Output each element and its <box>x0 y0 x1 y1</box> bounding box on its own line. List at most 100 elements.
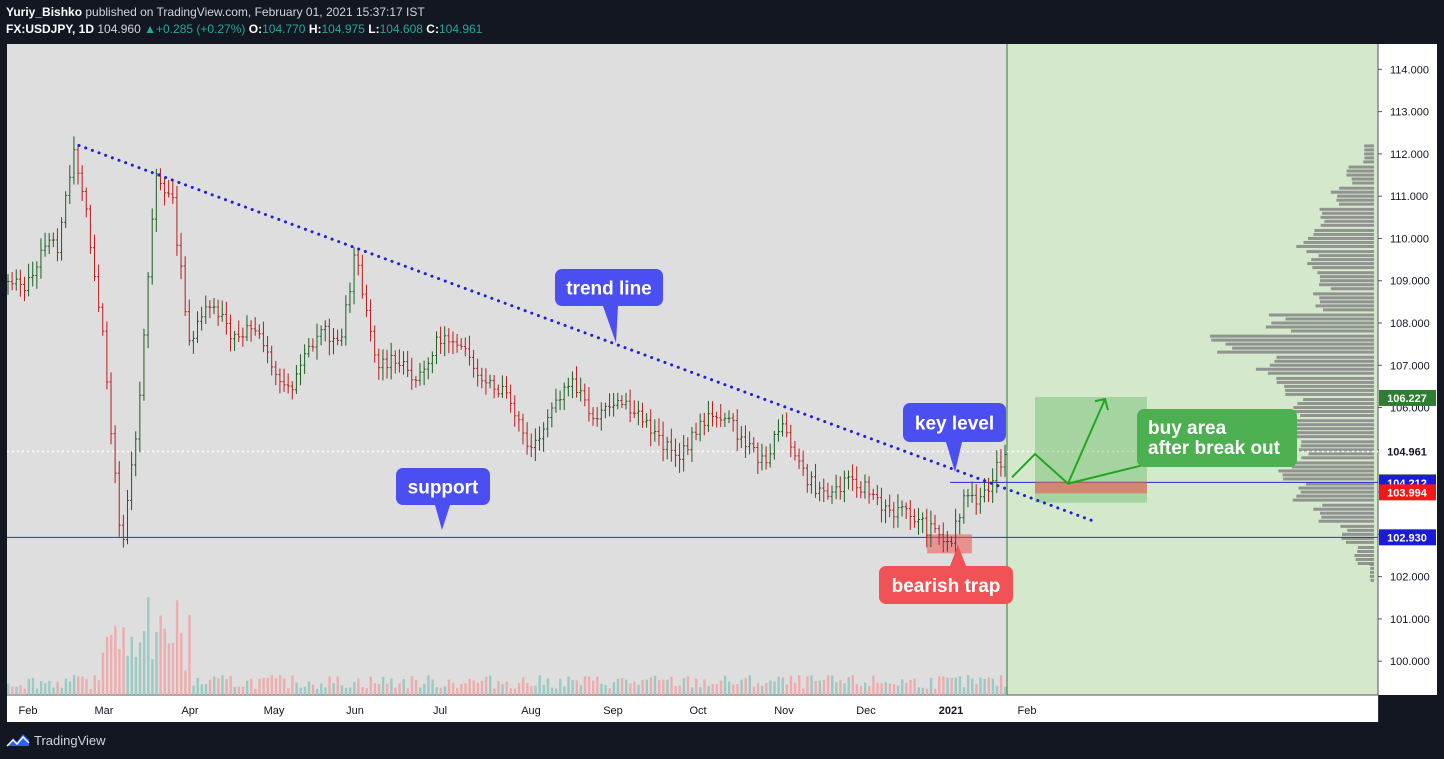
support-callout-text: support <box>408 478 479 499</box>
x-tick-label: Jun <box>346 705 364 717</box>
symbol-title[interactable]: FX:USDJPY, 1D <box>6 22 95 36</box>
volume-bar <box>748 675 751 695</box>
volume-profile-bar <box>1313 292 1374 296</box>
volume-profile-bar <box>1271 321 1374 325</box>
volume-profile-bar <box>1319 279 1374 283</box>
volume-profile-bar <box>1357 550 1374 553</box>
volume-bar <box>666 679 669 695</box>
volume-bar <box>571 679 574 695</box>
volume-profile-bar <box>1321 515 1374 519</box>
volume-bar <box>958 676 962 695</box>
trend-callout[interactable]: trend line <box>555 269 663 343</box>
price-tag-box <box>1379 484 1436 501</box>
volume-bar <box>888 683 892 695</box>
callout-line: key level <box>915 414 994 435</box>
volume-bar <box>604 685 607 695</box>
volume-profile-bar <box>1370 570 1374 574</box>
volume-profile-bar <box>1278 435 1374 439</box>
volume-bar <box>649 677 653 695</box>
callouts[interactable]: trend line support key level bearish trap bu… <box>396 269 1297 604</box>
key-callout-box <box>903 403 1006 442</box>
volume-bar <box>163 628 166 695</box>
support-callout[interactable]: support <box>396 468 490 530</box>
volume-bar <box>377 684 381 695</box>
volume-profile-bar <box>1322 211 1374 215</box>
callout-line: after break out <box>1148 438 1281 459</box>
volume-bar <box>925 688 929 695</box>
volume-bar <box>579 685 583 695</box>
volume-profile-bar <box>1341 536 1374 540</box>
volume-profile-bar <box>1320 215 1374 219</box>
volume-bar <box>353 681 356 695</box>
volume-bar <box>97 680 101 695</box>
volume-bar <box>254 688 257 695</box>
tradingview-brand[interactable]: TradingView <box>34 733 106 748</box>
volume-bar <box>357 678 360 695</box>
x-tick-label: Apr <box>181 705 198 717</box>
volume-bar <box>991 678 995 695</box>
volume-bar <box>208 679 212 695</box>
volume-bar <box>509 688 513 695</box>
trap-callout[interactable]: bearish trap <box>879 545 1013 604</box>
chart-header: Yuriy_Bishko published on TradingView.co… <box>0 0 1444 44</box>
volume-bar <box>859 686 863 695</box>
x-tick-label: 2021 <box>939 705 963 717</box>
volume-bar <box>39 680 43 695</box>
volume-bar <box>287 688 290 695</box>
trend-line-drawing[interactable] <box>77 143 1146 524</box>
volume-bar <box>167 643 171 695</box>
volume-profile-bar <box>1292 498 1374 502</box>
volume-bar <box>711 684 714 695</box>
volume-profile-bar <box>1340 524 1374 528</box>
support-callout-tail <box>435 505 450 530</box>
volume-bar <box>756 683 760 695</box>
volume-profile-bar <box>1346 169 1374 173</box>
x-tick-label: Oct <box>689 705 706 717</box>
volume-profile-bar <box>1276 380 1374 384</box>
volume-profile-bar <box>1285 317 1374 321</box>
volume-profile-bar <box>1305 482 1374 486</box>
stop-zone <box>1035 481 1147 494</box>
last-price: 104.960 <box>97 22 141 36</box>
price-axis[interactable] <box>1378 44 1437 695</box>
buy-callout[interactable]: buy area after break out <box>1137 409 1297 467</box>
volume-bar <box>868 686 871 695</box>
x-tick-label: May <box>264 705 285 717</box>
plot-area[interactable] <box>7 44 1007 695</box>
volume-bar <box>237 686 241 695</box>
volume-bar <box>344 687 348 695</box>
volume-bar <box>983 678 986 695</box>
volume-bar <box>760 685 764 695</box>
volume-bar <box>896 685 900 695</box>
volume-bar <box>266 677 269 695</box>
volume-bar <box>262 677 265 695</box>
volume-profile-bar <box>1363 160 1374 164</box>
tradingview-logo-icon[interactable] <box>6 732 30 748</box>
volume-bar <box>472 680 475 695</box>
volume-profile-bar <box>1283 477 1374 481</box>
volume-profile-bar <box>1364 152 1374 156</box>
y-tick-label: 108.000 <box>1390 318 1430 330</box>
volume-profile-bar <box>1322 308 1374 312</box>
volume-bar <box>917 687 920 695</box>
volume-bar <box>386 683 389 695</box>
time-axis[interactable] <box>7 695 1378 722</box>
volume-profile-bar <box>1268 313 1374 317</box>
volume-bar <box>451 682 455 695</box>
price-tag-label: 102.930 <box>1387 532 1427 544</box>
volume-bar <box>526 682 529 695</box>
price-tag-label: 106.227 <box>1387 393 1427 405</box>
volume-bar <box>348 687 352 695</box>
volume-bar <box>307 681 311 695</box>
volume-bar <box>637 684 640 695</box>
volume-profile-bar <box>1364 148 1374 152</box>
volume-bar <box>311 684 315 695</box>
volume-profile-bar <box>1345 540 1374 544</box>
author-name[interactable]: Yuriy_Bishko <box>6 5 83 19</box>
key-callout[interactable]: key level <box>903 403 1006 472</box>
volume-bar <box>913 678 916 695</box>
volume-bar <box>447 679 451 695</box>
volume-bar <box>35 688 39 695</box>
y-tick-label: 102.000 <box>1390 572 1430 584</box>
